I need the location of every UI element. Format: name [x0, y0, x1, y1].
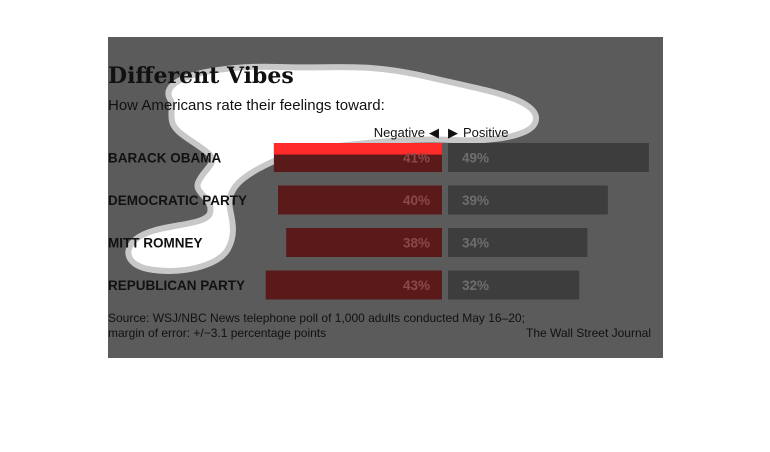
negative-bar [286, 228, 442, 257]
category-label: MITT ROMNEY [108, 236, 203, 251]
chart-title: Different Vibes [108, 63, 294, 89]
source-line-2: margin of error: +/−3.1 percentage point… [108, 326, 326, 340]
arrow-left-icon: ◀ [429, 125, 439, 140]
chart-svg: Different Vibes How Americans rate their… [108, 63, 651, 340]
positive-bar [448, 270, 580, 300]
negative-bar-highlight [273, 143, 442, 155]
negative-value-label: 40% [403, 193, 430, 208]
highlight-scribble [125, 63, 539, 274]
negative-direction-label: Negative [374, 125, 425, 140]
positive-direction-label: Positive [463, 125, 509, 140]
chart-subtitle: How Americans rate their feelings toward… [108, 97, 385, 114]
positive-value-label: 39% [462, 193, 489, 208]
credit: The Wall Street Journal [526, 326, 651, 340]
chart-panel: Different Vibes How Americans rate their… [108, 37, 663, 358]
positive-bar [448, 228, 588, 257]
positive-value-label: 32% [462, 278, 489, 293]
negative-value-label: 38% [403, 236, 430, 251]
source-line-1: Source: WSJ/NBC News telephone poll of 1… [108, 311, 525, 325]
negative-value-label: 43% [403, 278, 430, 293]
positive-value-label: 34% [462, 236, 489, 251]
negative-bar [278, 185, 442, 215]
positive-value-label: 49% [462, 151, 489, 166]
negative-bar [265, 270, 442, 300]
negative-value-label: 41% [403, 151, 430, 166]
positive-bar [448, 185, 608, 215]
positive-bar [448, 143, 649, 172]
category-label: REPUBLICAN PARTY [108, 278, 245, 293]
category-label: DEMOCRATIC PARTY [108, 193, 247, 208]
chart-rows: BARACK OBAMA 41% 49% DEMOCRATIC PARTY 40% 39%… [108, 143, 649, 300]
arrow-right-icon: ▶ [448, 125, 458, 140]
category-label: BARACK OBAMA [108, 151, 221, 166]
